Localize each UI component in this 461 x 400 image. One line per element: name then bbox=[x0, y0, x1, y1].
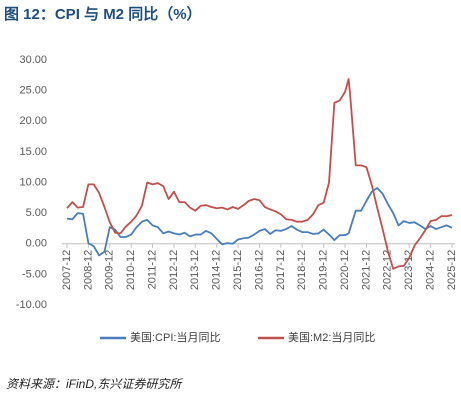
x-tick-label: 2018-12 bbox=[296, 250, 308, 290]
x-tick-label: 2023-12 bbox=[403, 250, 415, 290]
y-tick-label: 15.00 bbox=[19, 146, 47, 158]
x-tick-label: 2011-12 bbox=[146, 250, 158, 290]
series-line bbox=[66, 78, 453, 270]
y-tick-label: 0.00 bbox=[26, 238, 47, 250]
x-tick-label: 2022-12 bbox=[382, 250, 394, 290]
x-tick-label: 2012-12 bbox=[168, 250, 180, 290]
legend-label: 美国:M2:当月同比 bbox=[288, 330, 375, 344]
y-tick-label: 30.00 bbox=[19, 54, 47, 66]
y-tick-label: 10.00 bbox=[19, 176, 47, 188]
x-tick-label: 2019-12 bbox=[318, 250, 330, 290]
x-tick-label: 2008-12 bbox=[82, 250, 94, 290]
x-tick-label: 2009-12 bbox=[104, 250, 116, 290]
x-tick-label: 2016-12 bbox=[253, 250, 265, 290]
x-tick-label: 2015-12 bbox=[232, 250, 244, 290]
x-tick-label: 2007-12 bbox=[61, 250, 73, 290]
y-tick-label: 25.00 bbox=[19, 85, 47, 97]
series-line bbox=[66, 187, 453, 257]
x-tick-label: 2024-12 bbox=[425, 250, 437, 290]
x-tick-label: 2020-12 bbox=[339, 250, 351, 290]
y-tick-label: -5.00 bbox=[22, 268, 47, 280]
x-tick-label: 2014-12 bbox=[211, 250, 223, 290]
legend-label: 美国:CPI:当月同比 bbox=[130, 330, 220, 344]
y-tick-label: 20.00 bbox=[19, 115, 47, 127]
x-tick-label: 2021-12 bbox=[360, 250, 372, 290]
chart-title: 图 12：CPI 与 M2 同比（%） bbox=[4, 5, 202, 23]
x-tick-label: 2010-12 bbox=[125, 250, 137, 290]
source: 资料来源：iFinD,东兴证券研究所 bbox=[6, 377, 183, 391]
x-tick-label: 2025-12 bbox=[446, 250, 458, 290]
x-tick-label: 2017-12 bbox=[275, 250, 287, 290]
y-tick-label: 5.00 bbox=[26, 207, 47, 219]
x-tick-label: 2013-12 bbox=[189, 250, 201, 290]
y-tick-label: -10.00 bbox=[16, 299, 47, 311]
